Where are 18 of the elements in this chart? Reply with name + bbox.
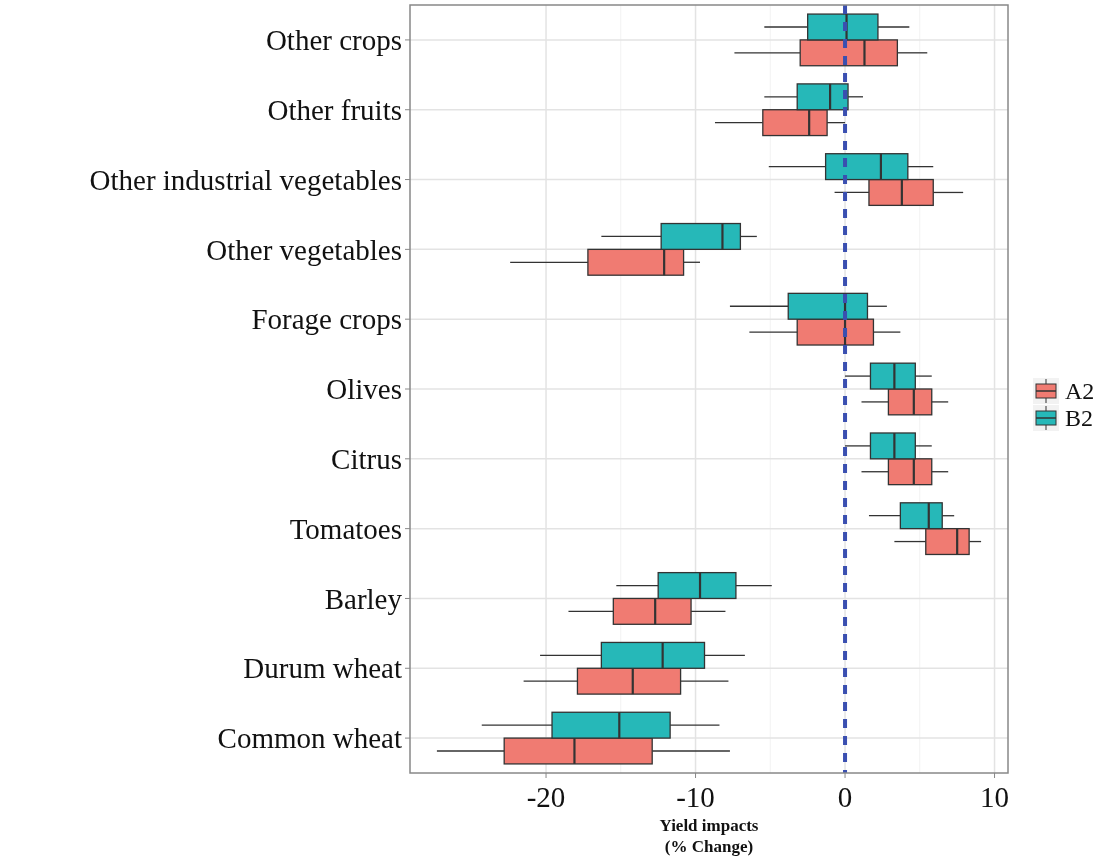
y-tick-label: Other crops [265,24,402,57]
y-tick-label: Other vegetables [206,233,402,266]
legend-label: B2 [1065,405,1094,432]
y-tick-label: Forage crops [251,303,402,336]
y-tick-label: Tomatoes [289,512,402,545]
x-tick-label: 10 [980,781,1010,813]
y-tick-label: Citrus [331,442,402,475]
y-tick-label: Common wheat [217,722,402,755]
y-tick-label: Barley [324,582,403,615]
legend-label: A2 [1065,378,1095,405]
y-tick-label: Other fruits [267,93,402,126]
x-tick-label: 0 [837,781,853,813]
x-tick-label: -20 [526,781,566,813]
y-tick-label: Durum wheat [243,652,402,685]
y-tick-label: Olives [326,373,402,406]
y-tick-label: Other industrial vegetables [89,163,402,196]
x-tick-label: -10 [676,781,715,813]
x-axis-title: Yield impacts (% Change) [659,816,759,856]
